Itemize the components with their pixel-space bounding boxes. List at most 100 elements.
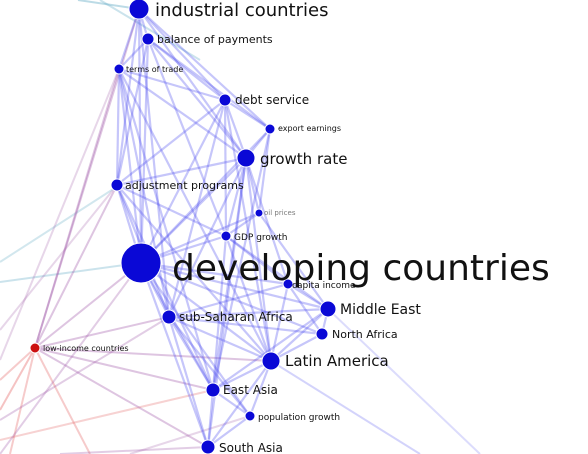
node-south-asia [200,439,216,454]
edge-debt-developing [140,99,226,264]
edge-subsaharan-population [168,316,251,417]
node-middle-east [319,300,337,318]
edge-debt-latin [223,99,273,362]
node-subsaharan [161,309,177,325]
node-label-adjustment: adjustment programs [125,179,244,192]
offscreen-edge [0,389,214,441]
edge-developing-south-asia [139,262,210,448]
edge-low-income-east-asia [34,347,214,391]
edge-oil-developing [140,211,260,265]
edge-gdp-capita [225,235,289,285]
edge-balance-adjustment [115,38,150,186]
edge-terms-latin [118,68,272,362]
offscreen-edge [0,262,142,454]
edge-growth-developing [140,157,247,264]
edge-growth-east-asia [211,157,248,391]
node-label-east-asia: East Asia [223,383,278,397]
offscreen-edge [0,316,170,421]
edge-developing-population [140,262,251,417]
label-layer: industrial countries balance of payments t… [43,0,550,454]
edge-industrial-debt [138,8,226,101]
edge-low-income-adjustment [34,184,118,349]
edge-gdp-east-asia [211,235,228,391]
edge-balance-growth [147,38,247,159]
offscreen-edge [270,360,421,454]
edge-debt-growth [223,99,248,159]
edge-balance-debt [147,38,226,101]
edge-east-asia-population [212,389,251,417]
edge-debt-gdp [223,99,228,237]
node-east-asia [205,382,221,398]
edge-balance-export [147,38,271,130]
node-label-oil: oil prices [264,209,296,217]
edge-capita-latin [269,283,290,362]
offscreen-edge [0,68,120,361]
edge-layer [34,8,330,448]
edge-north-africa-subsaharan [168,315,323,336]
edge-growth-gdp [224,157,248,237]
node-label-gdp: GDP growth [234,233,288,243]
node-developing [120,242,162,284]
edge-middle-east-east-asia [212,308,329,391]
edge-latin-south-asia [207,360,272,448]
edge-middle-east-subsaharan [168,307,329,319]
edge-north-africa-latin [270,333,323,362]
node-label-low-income: low-income countries [43,344,129,353]
offscreen-edge [0,347,36,381]
node-label-debt: debt service [235,93,309,107]
offscreen-edge [34,347,91,454]
edge-terms-debt [118,67,226,102]
edge-low-income-subsaharan [34,316,170,349]
node-label-middle-east: Middle East [340,302,421,318]
node-gdp [220,230,232,242]
offscreen-edge [99,0,201,61]
edge-industrial-terms [117,8,141,70]
edge-low-income-latin [34,347,272,362]
edge-developing-north-africa [140,261,323,336]
node-label-subsaharan: sub-Saharan Africa [179,310,293,324]
node-industrial [128,0,150,20]
node-label-capita: capita income [292,281,356,291]
edge-oil-middle-east [258,212,329,310]
edge-low-income-south-asia [34,347,209,448]
edge-growth-adjustment [116,156,247,187]
offscreen-edge [129,415,251,454]
edge-terms-east-asia [117,68,215,391]
edge-industrial-subsaharan [137,8,171,318]
edge-capita-subsaharan [168,282,289,319]
node-label-latin: Latin America [285,352,389,370]
edge-growth-latin [244,157,273,362]
edge-middle-east-latin [270,308,329,362]
offscreen-edge [327,308,481,454]
edge-adjustment-latin [116,184,272,362]
edge-south-asia-population [207,415,251,448]
edge-industrial-developing [137,8,143,264]
offscreen-edge [0,184,118,331]
edge-debt-adjustment [116,99,226,186]
edge-east-asia-south-asia [206,389,215,448]
node-label-terms: terms of trade [126,65,183,74]
edge-growth-south-asia [206,157,248,448]
edge-subsaharan-east-asia [168,316,214,391]
edge-terms-adjustment [115,68,121,186]
edge-low-income-industrial [34,8,140,349]
edge-industrial-export [138,8,271,130]
node-export [264,123,276,135]
edge-subsaharan-south-asia [167,316,210,448]
edge-adjustment-east-asia [116,184,214,391]
edge-low-income-developing [34,262,142,349]
edge-latin-population [248,360,273,417]
node-label-industrial: industrial countries [155,0,328,21]
edge-subsaharan-latin [168,315,272,363]
node-adjustment [110,178,124,192]
edge-balance-terms [118,38,149,70]
node-latin [261,351,281,371]
edge-balance-developing [139,38,150,264]
node-label-north-africa: North Africa [332,328,398,341]
edge-gdp-latin [224,235,273,362]
node-label-population: population growth [258,413,340,423]
node-north-africa [315,327,329,341]
node-label-growth: growth rate [260,150,347,168]
edge-latin-east-asia [212,360,272,391]
